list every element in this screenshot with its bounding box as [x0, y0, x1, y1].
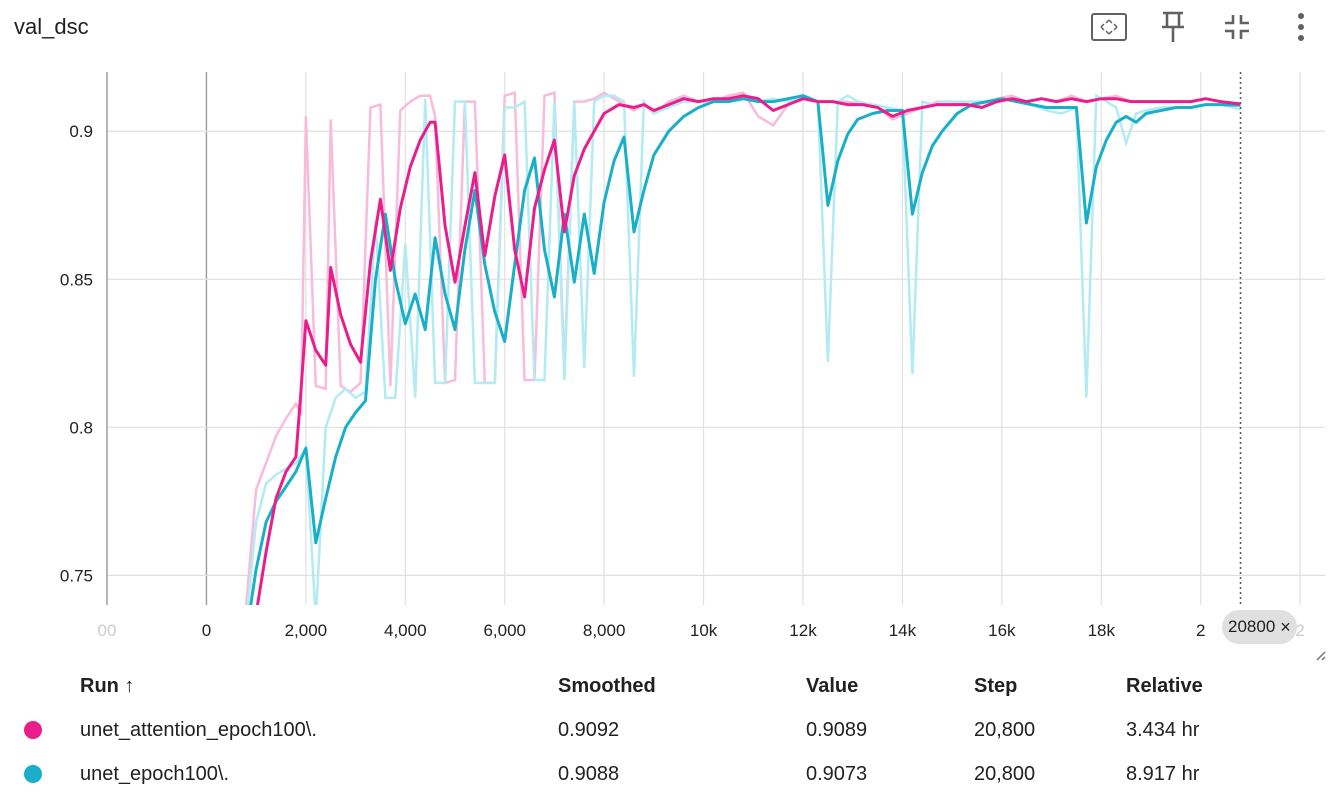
smoothed-series-line-0: [256, 94, 1241, 605]
header-run[interactable]: Run ↑: [80, 674, 135, 697]
chart-toolbar: [1077, 8, 1333, 46]
line-chart[interactable]: 0.750.80.850.9 00 0 2,000 4,000 6,000 8,000 10…: [0, 60, 1343, 660]
collapse-button[interactable]: [1205, 8, 1269, 46]
smoothed-value: 0.9092: [558, 718, 620, 741]
smoothed-value: 0.9088: [558, 762, 620, 785]
smoothed-series-line-1: [249, 94, 1241, 605]
x-tick-label: 12k: [789, 621, 817, 640]
close-icon[interactable]: ×: [1280, 616, 1291, 637]
step-value: 20,800: [974, 718, 1036, 741]
x-tick-label: 2: [1295, 621, 1304, 640]
run-name: unet_epoch100\.: [80, 762, 230, 785]
header-smoothed[interactable]: Smoothed: [558, 674, 656, 697]
collapse-icon: [1225, 15, 1249, 39]
grid: [107, 72, 1325, 605]
resize-handle-icon[interactable]: [1312, 647, 1326, 661]
table-row[interactable]: unet_attention_epoch100\. 0.9092 0.9089 …: [0, 708, 1326, 752]
x-tick-label: 4,000: [384, 621, 427, 640]
chart-title: val_dsc: [14, 14, 89, 39]
x-tick-label: 2: [1196, 621, 1205, 640]
y-tick-label: 0.9: [69, 122, 93, 141]
raw-value: 0.9073: [806, 762, 868, 785]
runs-table: Run ↑ Smoothed Value Step Relative unet_…: [0, 664, 1326, 796]
more-options-button[interactable]: [1269, 8, 1333, 46]
relative-time: 3.434 hr: [1126, 718, 1200, 741]
x-tick-label: 6,000: [483, 621, 526, 640]
x-tick-label: 00: [98, 621, 117, 640]
x-tick-label: 16k: [988, 621, 1016, 640]
hover-step-badge[interactable]: 20800 ×: [1222, 610, 1297, 644]
header-relative[interactable]: Relative: [1126, 674, 1203, 697]
hover-step-value: 20800: [1228, 617, 1276, 636]
y-tick-label: 0.75: [60, 566, 93, 585]
x-tick-label: 18k: [1088, 621, 1116, 640]
x-tick-label: 10k: [690, 621, 718, 640]
run-color-dot: [24, 765, 42, 784]
x-tick-label: 8,000: [583, 621, 626, 640]
header-value[interactable]: Value: [806, 674, 859, 697]
x-tick-label: 14k: [889, 621, 917, 640]
x-axis-ticks: 00 0 2,000 4,000 6,000 8,000 10k 12k 14k 16k 18k 2 2: [98, 621, 1305, 640]
step-value: 20,800: [974, 762, 1036, 785]
fit-domain-button[interactable]: [1077, 8, 1141, 46]
y-tick-label: 0.8: [69, 418, 93, 437]
x-tick-label: 0: [202, 621, 211, 640]
table-header-row: Run ↑ Smoothed Value Step Relative: [0, 664, 1326, 708]
fit-domain-icon: [1091, 13, 1127, 41]
y-axis-ticks: 0.75 0.8 0.85 0.9: [60, 122, 93, 585]
raw-value: 0.9089: [806, 718, 868, 741]
raw-series-line-1: [246, 93, 1241, 605]
smoothed-series-layer: [249, 94, 1241, 605]
pin-button[interactable]: [1141, 8, 1205, 46]
raw-series-layer: [244, 91, 1241, 605]
header-step[interactable]: Step: [974, 674, 1018, 697]
y-tick-label: 0.85: [60, 270, 93, 289]
more-vert-icon: [1298, 13, 1304, 41]
table-row[interactable]: unet_epoch100\. 0.9088 0.9073 20,800 8.9…: [0, 752, 1326, 796]
relative-time: 8.917 hr: [1126, 762, 1200, 785]
raw-series-line-0: [244, 91, 1241, 605]
x-tick-label: 2,000: [285, 621, 328, 640]
pin-icon: [1162, 11, 1184, 42]
run-name: unet_attention_epoch100\.: [80, 718, 317, 741]
run-color-dot: [24, 721, 42, 740]
